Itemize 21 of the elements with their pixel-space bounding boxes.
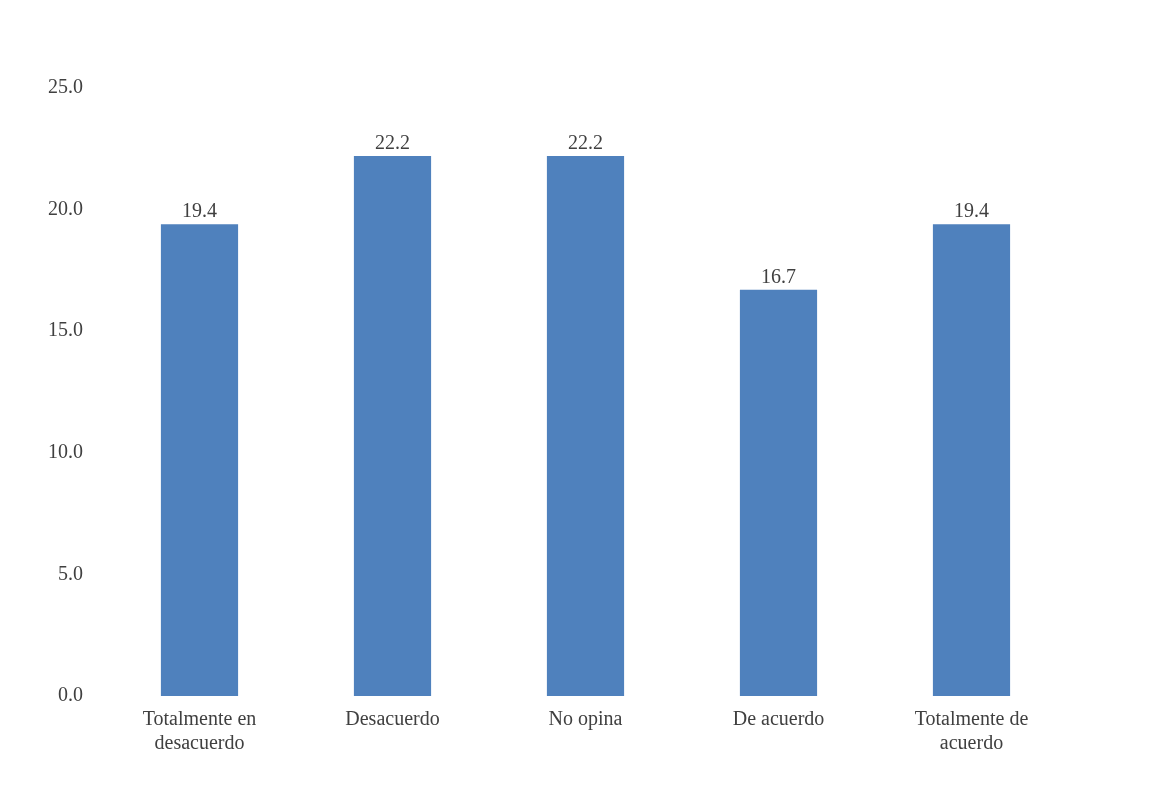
data-label: 22.2: [375, 131, 410, 154]
x-tick-label: De acuerdo: [732, 707, 825, 730]
x-tick-label: Totalmente en desacuerdo: [142, 707, 257, 754]
y-tick-label: 25.0: [48, 75, 83, 98]
bar: [546, 156, 625, 696]
bar: [160, 224, 239, 696]
y-tick-label: 5.0: [58, 561, 83, 584]
x-tick-label: No opina: [548, 707, 623, 731]
y-tick-label: 15.0: [48, 318, 83, 341]
y-tick-label: 0.0: [58, 683, 83, 706]
data-label: 16.7: [761, 265, 796, 288]
x-tick-label: Desacuerdo: [345, 707, 440, 730]
data-label: 19.4: [182, 199, 217, 222]
y-tick-label: 10.0: [48, 440, 83, 463]
x-tick-label: Totalmente de acuerdo: [914, 707, 1029, 754]
bar: [739, 289, 818, 696]
data-label: 22.2: [568, 131, 603, 154]
y-tick-label: 20.0: [48, 196, 83, 219]
bar: [353, 156, 432, 696]
data-label: 19.4: [954, 199, 989, 222]
bar: [932, 224, 1011, 696]
